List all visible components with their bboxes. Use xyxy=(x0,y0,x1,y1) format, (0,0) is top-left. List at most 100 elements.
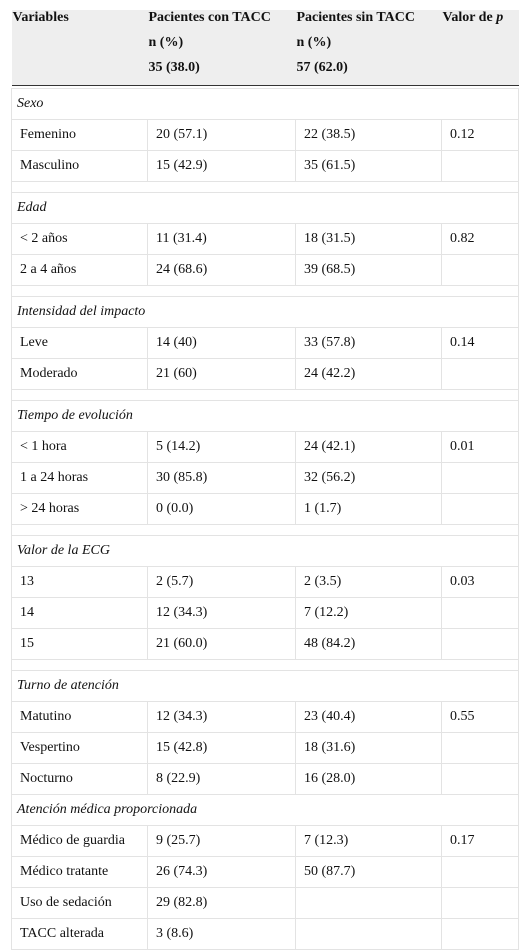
spacer-cell xyxy=(11,524,519,536)
section-row: Turno de atención xyxy=(11,670,519,702)
header-cell: Pacientes sin TACC n (%) 57 (62.0) xyxy=(295,10,442,86)
cell: Nocturno xyxy=(11,763,148,795)
cell: Masculino xyxy=(11,150,148,182)
cell xyxy=(441,597,519,629)
cell: 2 a 4 años xyxy=(11,254,148,286)
spacer xyxy=(11,389,519,401)
cell: 39 (68.5) xyxy=(295,254,442,286)
cell: 14 xyxy=(11,597,148,629)
header-text: n (%) xyxy=(148,35,184,50)
cell: 30 (85.8) xyxy=(147,462,296,494)
data-row: 14 12 (34.3) 7 (12.2) xyxy=(11,597,519,629)
data-row: 13 2 (5.7) 2 (3.5) 0.03 xyxy=(11,566,519,598)
data-row: Uso de sedación 29 (82.8) xyxy=(11,887,519,919)
cell xyxy=(441,887,519,919)
cell: 29 (82.8) xyxy=(147,887,296,919)
cell: 18 (31.6) xyxy=(295,732,442,764)
spacer xyxy=(11,181,519,193)
data-row: 2 a 4 años 24 (68.6) 39 (68.5) xyxy=(11,254,519,286)
section-title: Sexo xyxy=(11,88,519,120)
data-row: 15 21 (60.0) 48 (84.2) xyxy=(11,628,519,660)
cell: Matutino xyxy=(11,701,148,733)
cell xyxy=(441,254,519,286)
section-title: Tiempo de evolución xyxy=(11,400,519,432)
cell xyxy=(295,887,442,919)
cell: 18 (31.5) xyxy=(295,223,442,255)
header-row: Variables Pacientes con TACC n (%) 35 (38.0… xyxy=(11,10,519,86)
cell: 0.55 xyxy=(441,701,519,733)
spacer-cell xyxy=(11,181,519,193)
spacer-cell xyxy=(11,659,519,671)
header-cell: Variables xyxy=(11,10,148,86)
data-row: Nocturno 8 (22.9) 16 (28.0) xyxy=(11,763,519,795)
cell: 14 (40) xyxy=(147,327,296,359)
cell: 3 (8.6) xyxy=(147,918,296,950)
data-row: > 24 horas 0 (0.0) 1 (1.7) xyxy=(11,493,519,525)
cell: 5 (14.2) xyxy=(147,431,296,463)
cell: 7 (12.3) xyxy=(295,825,442,857)
data-row: Moderado 21 (60) 24 (42.2) xyxy=(11,358,519,390)
header-text: Valor de xyxy=(442,10,493,25)
cell: 24 (42.2) xyxy=(295,358,442,390)
cell: 8 (22.9) xyxy=(147,763,296,795)
spacer-cell xyxy=(11,389,519,401)
cell xyxy=(441,732,519,764)
section-title: Valor de la ECG xyxy=(11,535,519,567)
header-text: Valor de p xyxy=(443,10,519,35)
cell: 0 (0.0) xyxy=(147,493,296,525)
spacer xyxy=(11,659,519,671)
cell: 15 (42.9) xyxy=(147,150,296,182)
cell: 1 a 24 horas xyxy=(11,462,148,494)
cell: 15 (42.8) xyxy=(147,732,296,764)
header-text: n (%) xyxy=(296,35,332,50)
cell: 13 xyxy=(11,566,148,598)
data-row: Femenino 20 (57.1) 22 (38.5) 0.12 xyxy=(11,119,519,151)
cell: 48 (84.2) xyxy=(295,628,442,660)
cell: 35 (61.5) xyxy=(295,150,442,182)
header-text: Pacientes sin TACC xyxy=(296,10,415,25)
cell: 24 (68.6) xyxy=(147,254,296,286)
cell: 0.14 xyxy=(441,327,519,359)
cell xyxy=(295,918,442,950)
cell: 0.01 xyxy=(441,431,519,463)
cell: 2 (5.7) xyxy=(147,566,296,598)
header-cell: Valor de p xyxy=(441,10,519,86)
cell: > 24 horas xyxy=(11,493,148,525)
cell: 26 (74.3) xyxy=(147,856,296,888)
spacer-cell xyxy=(11,285,519,297)
cell: 9 (25.7) xyxy=(147,825,296,857)
section-row: Atención médica proporcionada xyxy=(11,794,519,826)
section-row: Intensidad del impacto xyxy=(11,296,519,328)
cell: 22 (38.5) xyxy=(295,119,442,151)
cell: 7 (12.2) xyxy=(295,597,442,629)
cell: Moderado xyxy=(11,358,148,390)
cell: 12 (34.3) xyxy=(147,597,296,629)
cell: 33 (57.8) xyxy=(295,327,442,359)
cell: Médico de guardia xyxy=(11,825,148,857)
cell xyxy=(441,628,519,660)
spacer xyxy=(11,524,519,536)
section-title: Edad xyxy=(11,192,519,224)
data-row: Vespertino 15 (42.8) 18 (31.6) xyxy=(11,732,519,764)
header-text: p xyxy=(496,10,504,25)
cell: 21 (60.0) xyxy=(147,628,296,660)
data-row: Leve 14 (40) 33 (57.8) 0.14 xyxy=(11,327,519,359)
cell: 32 (56.2) xyxy=(295,462,442,494)
section-title: Turno de atención xyxy=(11,670,519,702)
section-row: Tiempo de evolución xyxy=(11,400,519,432)
cell xyxy=(441,150,519,182)
cell: Leve xyxy=(11,327,148,359)
cell: Uso de sedación xyxy=(11,887,148,919)
cell xyxy=(441,763,519,795)
header-text: Variables xyxy=(12,10,69,25)
cell xyxy=(441,493,519,525)
cell xyxy=(441,856,519,888)
cell: 11 (31.4) xyxy=(147,223,296,255)
cell: 23 (40.4) xyxy=(295,701,442,733)
cell: 0.82 xyxy=(441,223,519,255)
data-row: Médico de guardia 9 (25.7) 7 (12.3) 0.17 xyxy=(11,825,519,857)
cell xyxy=(441,462,519,494)
cell: < 2 años xyxy=(11,223,148,255)
cell: Vespertino xyxy=(11,732,148,764)
